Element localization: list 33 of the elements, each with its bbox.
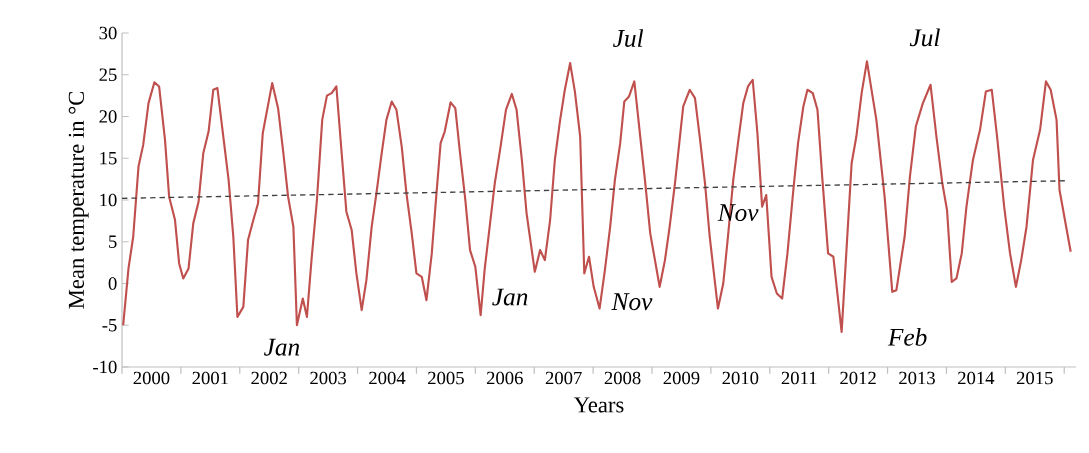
y-tick-label: 30 <box>99 26 117 40</box>
x-tick-label: 2000 <box>133 371 170 385</box>
x-tick-label: 2003 <box>310 371 347 385</box>
y-tick-label: -5 <box>102 319 117 332</box>
x-tick-label: 2007 <box>545 371 582 385</box>
x-tick-label: 2005 <box>428 371 464 385</box>
y-tick-label: 25 <box>99 68 117 82</box>
y-tick-label: 15 <box>100 151 117 165</box>
annotation: Feb <box>887 328 927 346</box>
annotation: Nov <box>611 293 653 311</box>
y-tick-label: 20 <box>99 110 117 123</box>
x-tick-label: 2009 <box>663 371 700 385</box>
annotation: Jul <box>909 28 940 47</box>
x-tick-label: 2002 <box>251 371 287 385</box>
x-tick-label: 2013 <box>899 371 935 385</box>
y-tick-label: 0 <box>108 277 117 290</box>
x-tick-label: 2001 <box>192 371 228 385</box>
x-axis-title: Years <box>573 397 624 413</box>
y-tick-label: 10 <box>100 193 117 207</box>
x-tick-label: 2015 <box>1016 371 1053 385</box>
x-tick-label: 2006 <box>486 371 523 385</box>
x-tick-label: 2011 <box>781 371 817 385</box>
x-tick-label: 2004 <box>369 371 406 385</box>
x-tick-label: 2014 <box>958 371 995 385</box>
annotation: Jan <box>264 338 300 356</box>
y-tick-label: 5 <box>109 235 117 248</box>
x-tick-label: 2010 <box>722 371 759 385</box>
x-tick-label: 2012 <box>840 371 876 385</box>
annotation: Jan <box>492 288 528 306</box>
y-tick-label: -10 <box>93 360 117 374</box>
x-tick-label: 2008 <box>604 371 641 385</box>
annotation: Jul <box>613 29 644 47</box>
y-axis-title: Mean temperature in °C <box>68 91 89 309</box>
